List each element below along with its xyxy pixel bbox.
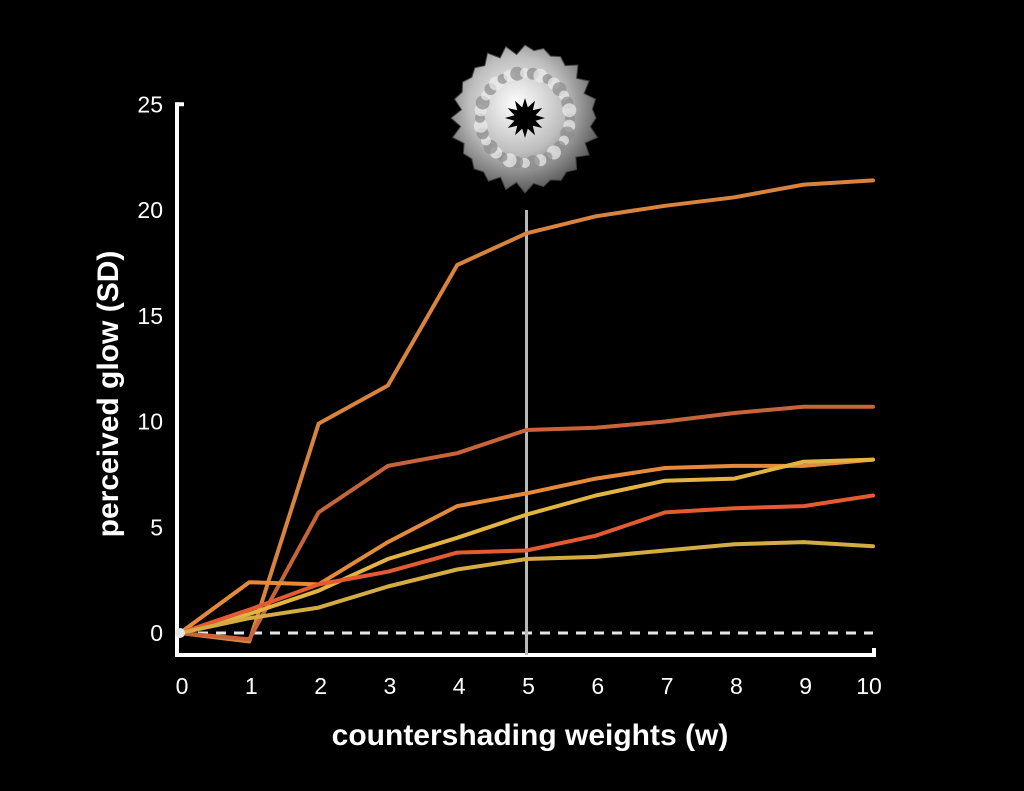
y-tick-label: 10	[137, 409, 163, 435]
x-tick-label: 10	[856, 673, 882, 699]
ring-hole	[505, 98, 545, 138]
x-tick-label: 6	[591, 673, 604, 699]
series-line-2	[178, 404, 875, 642]
ring-texture	[473, 118, 488, 133]
y-tick-labels: 0 5 10 15 20 25	[137, 91, 163, 646]
x-axis-title: countershading weights (w)	[332, 719, 729, 752]
origin-point	[175, 628, 185, 638]
x-tick-label: 2	[314, 673, 327, 699]
series-line-3	[178, 457, 875, 635]
reference-lines	[180, 210, 873, 655]
series-line-5	[178, 493, 875, 635]
x-tick-label: 7	[661, 673, 674, 699]
x-tick-labels: 0 1 2 3 4 5 6 7 8 9 10	[176, 673, 882, 699]
y-tick-label: 15	[137, 303, 163, 329]
y-tick-label: 25	[137, 91, 163, 117]
y-tick-label: 0	[150, 620, 163, 646]
series-line-1	[178, 178, 875, 644]
x-tick-label: 9	[799, 673, 812, 699]
stimulus-ring-image	[450, 44, 599, 194]
x-tick-label: 3	[384, 673, 397, 699]
series-line-4	[178, 457, 875, 635]
x-tick-label: 8	[730, 673, 743, 699]
y-tick-label: 20	[137, 197, 163, 223]
ring-texture	[510, 66, 525, 81]
x-tick-label: 0	[176, 673, 189, 699]
series-line-6	[178, 540, 875, 635]
ring-texture	[525, 155, 540, 170]
series-lines	[175, 178, 875, 644]
ring-texture	[562, 103, 577, 118]
x-tick-label: 5	[522, 673, 535, 699]
x-tick-label: 4	[453, 673, 466, 699]
y-tick-label: 5	[150, 514, 163, 540]
x-tick-label: 1	[245, 673, 258, 699]
y-axis-title: perceived glow (SD)	[92, 251, 125, 538]
